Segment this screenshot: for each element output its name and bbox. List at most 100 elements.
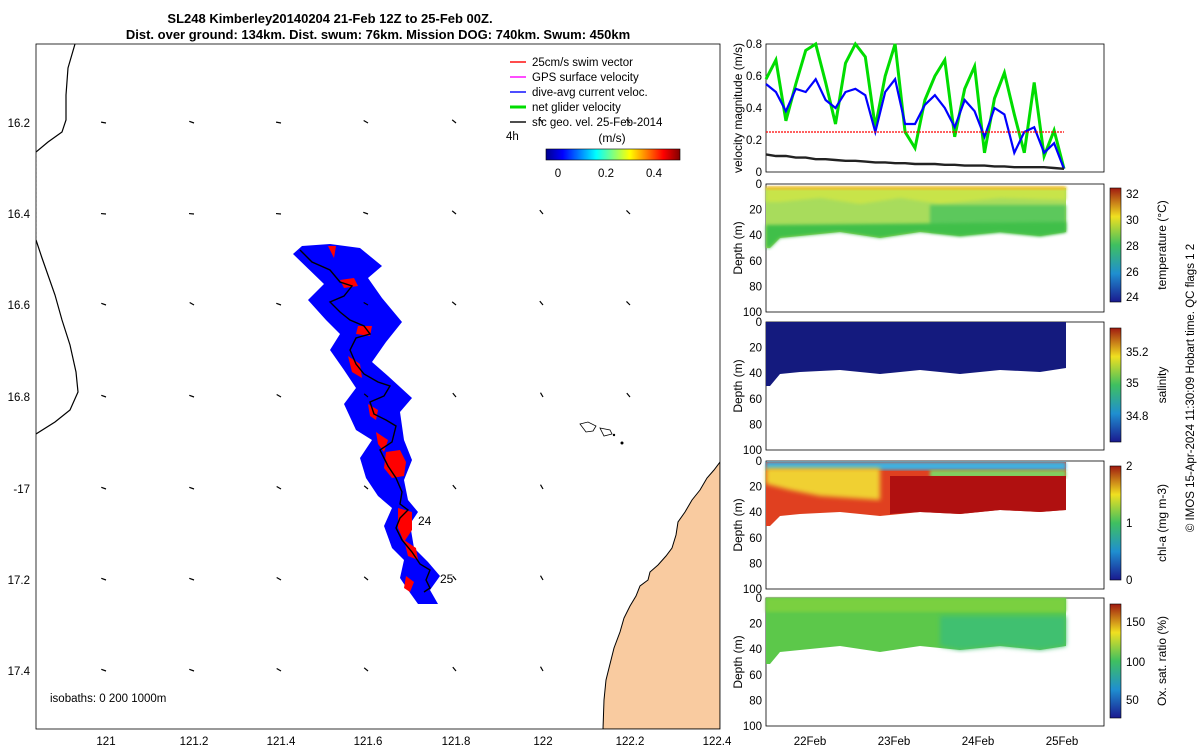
map-x-tick-label: 122.4 bbox=[703, 736, 732, 748]
geo-arrow bbox=[539, 118, 544, 124]
map-x-tick-label: 122 bbox=[533, 736, 552, 748]
geo-arrow bbox=[101, 302, 107, 306]
map-y-ticks: 16.2 16.4 16.6 16.8 -17 17.2 17.4 bbox=[8, 118, 31, 678]
map-x-ticks: 121 121.2 121.4 121.6 121.8 122 122.2 122.4 bbox=[96, 736, 732, 748]
geo-arrow bbox=[451, 119, 457, 124]
map-x-tick-label: 121.8 bbox=[442, 736, 471, 748]
geo-arrow bbox=[539, 300, 544, 306]
glider-track bbox=[299, 249, 431, 593]
west-coastline bbox=[36, 44, 79, 435]
day-label: 25 bbox=[440, 572, 454, 586]
colorbar-title: Ox. sat. ratio (%) bbox=[1155, 616, 1169, 706]
geo-arrow bbox=[626, 210, 631, 215]
map-panel: 121 121.2 121.4 121.6 121.8 122 122.2 122.4 16.… bbox=[8, 43, 732, 748]
salinity-field bbox=[766, 322, 1066, 386]
depth-tick-label: 60 bbox=[749, 670, 762, 682]
geo-arrow bbox=[539, 575, 544, 581]
temperature-panel bbox=[765, 183, 1122, 313]
depth-tick-label: 20 bbox=[749, 205, 762, 217]
depth-ylabel: Depth (m) bbox=[731, 635, 745, 688]
geo-arrow bbox=[539, 392, 544, 398]
colorbar-title: salinity bbox=[1155, 367, 1169, 404]
map-y-tick-label: -17 bbox=[13, 484, 30, 496]
depth-tick-label: 20 bbox=[749, 482, 762, 494]
colorbar-tick-label: 35.2 bbox=[1126, 347, 1148, 359]
chla-panel bbox=[765, 460, 1122, 590]
geo-arrow bbox=[363, 119, 369, 124]
geo-arrow bbox=[189, 301, 195, 306]
depth-tick-label: 20 bbox=[749, 619, 762, 631]
land-mass bbox=[602, 461, 720, 729]
title-line-2: Dist. over ground: 134km. Dist. swum: 76… bbox=[126, 27, 630, 42]
speed-colorbar bbox=[545, 148, 681, 161]
geo-arrow bbox=[276, 393, 282, 398]
colorbar-tick: 0 bbox=[555, 168, 561, 180]
date-tick-label: 22Feb bbox=[794, 736, 827, 748]
depth-tick-label: 100 bbox=[743, 584, 762, 596]
velocity-ylabel: velocity magnitude (m/s) bbox=[731, 43, 745, 173]
chla-field bbox=[766, 462, 1066, 526]
date-tick-label: 24Feb bbox=[962, 736, 995, 748]
temperature-field bbox=[766, 186, 1066, 248]
isobaths-label: isobaths: 0 200 1000m bbox=[50, 693, 166, 705]
geo-arrow bbox=[276, 485, 282, 490]
profile-panels bbox=[765, 183, 1122, 727]
colorbar-tick-label: 2 bbox=[1126, 461, 1132, 473]
date-ticks: 22Feb 23Feb 24Feb 25Feb bbox=[794, 736, 1079, 748]
legend-label: 25cm/s swim vector bbox=[532, 57, 633, 69]
geo-arrow bbox=[101, 394, 107, 398]
geo-arrow bbox=[451, 301, 457, 306]
island-dot bbox=[620, 441, 624, 445]
map-y-tick-label: 16.6 bbox=[8, 300, 30, 312]
map-x-tick-label: 121.6 bbox=[354, 736, 383, 748]
depth-tick-label: 100 bbox=[743, 721, 762, 733]
depth-tick-label: 80 bbox=[749, 281, 762, 293]
geo-arrow bbox=[275, 121, 282, 124]
velocity-series-line bbox=[765, 153, 1065, 170]
depth-tick-label: 100 bbox=[743, 445, 762, 457]
colorbar-tick-label: 34.8 bbox=[1126, 411, 1148, 423]
geo-arrow bbox=[189, 668, 195, 672]
geo-arrow bbox=[363, 301, 369, 306]
map-axes-box bbox=[35, 43, 721, 730]
geo-arrow bbox=[626, 392, 631, 398]
geo-arrow bbox=[189, 394, 195, 398]
geo-arrow bbox=[626, 119, 631, 124]
depth-tick-label: 80 bbox=[749, 695, 762, 707]
legend-label: sfc geo. vel. 25-Feb-2014 bbox=[532, 117, 663, 129]
geo-arrow bbox=[451, 210, 457, 215]
geo-arrow bbox=[539, 484, 544, 490]
velocity-series-line bbox=[764, 41, 1066, 170]
map-x-tick-label: 121.4 bbox=[267, 736, 296, 748]
credit-text: © IMOS 15-Apr-2024 11:30:09 Hobart time.… bbox=[1185, 244, 1197, 532]
velocity-lines bbox=[764, 41, 1066, 170]
geo-arrow bbox=[452, 666, 457, 672]
colorbar-tick-label: 1 bbox=[1126, 518, 1132, 530]
depth-tick-label: 60 bbox=[749, 394, 762, 406]
geo-arrow bbox=[539, 209, 544, 215]
oxygen-panel bbox=[765, 597, 1122, 727]
geo-arrow bbox=[626, 301, 631, 306]
depth-tick-label: 20 bbox=[749, 343, 762, 355]
geo-arrow bbox=[101, 486, 107, 490]
map-y-tick-label: 17.4 bbox=[8, 666, 31, 678]
geo-arrow bbox=[363, 576, 369, 581]
date-tick-label: 25Feb bbox=[1046, 736, 1079, 748]
velocity-y-tick-label: 0 bbox=[756, 167, 762, 179]
depth-tick-label: 0 bbox=[756, 317, 762, 329]
velocity-panel: 0 0.2 0.4 0.6 0.8 velocity magnitude (m/s) bbox=[731, 39, 1105, 179]
title-line-1: SL248 Kimberley20140204 21-Feb 12Z to 25… bbox=[167, 11, 492, 26]
colorbar-tick-label: 35 bbox=[1126, 378, 1139, 390]
depth-ylabel: Depth (m) bbox=[731, 498, 745, 551]
depth-tick-label: 80 bbox=[749, 558, 762, 570]
colorbar-tick-label: 150 bbox=[1126, 617, 1145, 629]
depth-tick-label: 40 bbox=[749, 507, 762, 519]
map-y-tick-label: 17.2 bbox=[8, 575, 30, 587]
map-y-tick-label: 16.2 bbox=[8, 118, 30, 130]
depth-tick-label: 40 bbox=[749, 368, 762, 380]
geo-velocity-arrows bbox=[100, 118, 631, 672]
geo-arrow bbox=[276, 576, 282, 581]
map-x-tick-label: 121.2 bbox=[180, 736, 209, 748]
velocity-y-tick-label: 0.2 bbox=[746, 135, 762, 147]
